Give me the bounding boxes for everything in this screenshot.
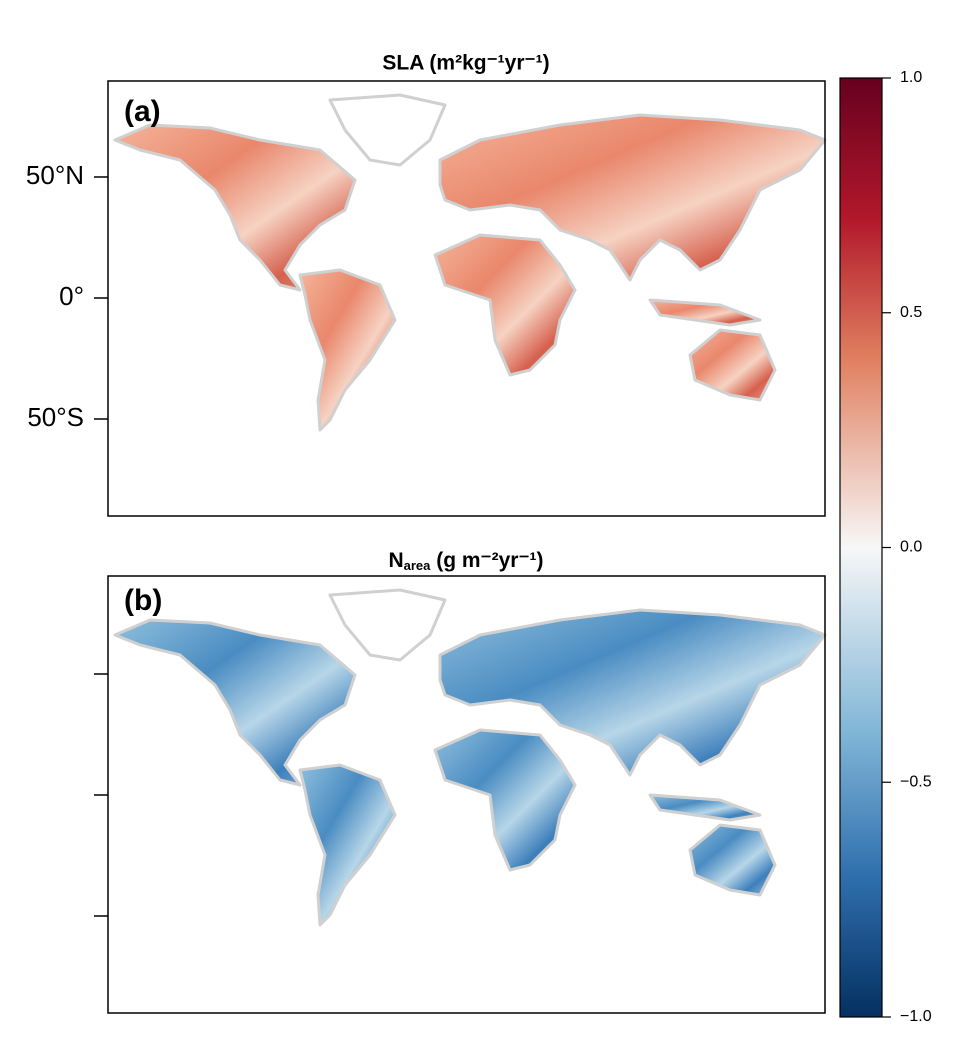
map-b [113, 588, 827, 927]
lat-label: 50°S [27, 402, 84, 432]
colorbar-label: 1.0 [900, 69, 922, 86]
colorbar-label: 0.5 [900, 304, 922, 321]
colorbar-label: −0.5 [900, 773, 932, 790]
colorbar-label: 0.0 [900, 539, 922, 556]
colorbar-label: −1.0 [900, 1008, 932, 1025]
panel-label: (b) [124, 584, 162, 617]
title-part: N [388, 549, 403, 572]
lat-label: 50°N [26, 160, 84, 190]
map-a [113, 93, 827, 432]
panel-label: (a) [124, 95, 161, 128]
lat-label: 0° [59, 281, 84, 311]
colorbar [839, 77, 883, 1018]
panel-title: Narea (g m⁻²yr⁻¹) [388, 549, 543, 574]
panel-title: SLA (m²kg⁻¹yr⁻¹) [382, 52, 549, 75]
title-part: area [404, 558, 432, 573]
title-part: (g m⁻²yr⁻¹) [430, 549, 543, 572]
